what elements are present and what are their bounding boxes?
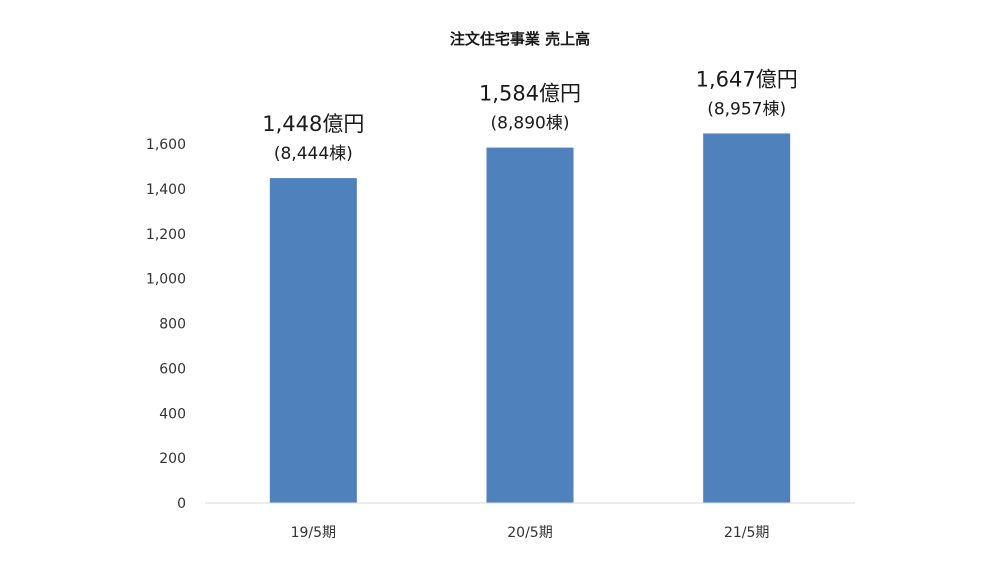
- x-axis: 19/5期 20/5期 21/5期: [291, 525, 770, 541]
- y-tick-label: 1,000: [146, 272, 186, 288]
- y-tick-label: 400: [159, 406, 186, 422]
- bar-value-label: 1,448億円: [262, 112, 364, 136]
- y-tick-label: 1,400: [146, 182, 186, 198]
- bar-unit-count-label: (8,957棟): [707, 99, 786, 119]
- y-tick-label: 800: [159, 317, 186, 333]
- y-tick-label: 0: [177, 496, 186, 512]
- bar: [703, 133, 791, 503]
- y-tick-label: 200: [159, 451, 186, 467]
- x-tick-label: 21/5期: [724, 525, 769, 541]
- x-tick-label: 19/5期: [291, 525, 336, 541]
- y-tick-label: 1,200: [146, 227, 186, 243]
- bar-unit-count-label: (8,444棟): [274, 144, 353, 164]
- bar: [486, 147, 574, 503]
- bar-value-label: 1,584億円: [479, 82, 581, 106]
- y-tick-label: 1,600: [146, 137, 186, 153]
- y-tick-label: 600: [159, 361, 186, 377]
- bar-series: 1,448億円 (8,444棟) 1,584億円 (8,890棟) 1,647億円 (8,…: [262, 67, 798, 504]
- bar-unit-count-label: (8,890棟): [491, 114, 570, 134]
- y-axis: 0 200 400 600 800 1,000 1,200 1,400 1,600: [146, 137, 186, 512]
- bar: [269, 178, 357, 504]
- bar-value-label: 1,647億円: [696, 67, 798, 91]
- x-tick-label: 20/5期: [507, 525, 552, 541]
- chart-title: 注文住宅事業 売上高: [450, 30, 590, 48]
